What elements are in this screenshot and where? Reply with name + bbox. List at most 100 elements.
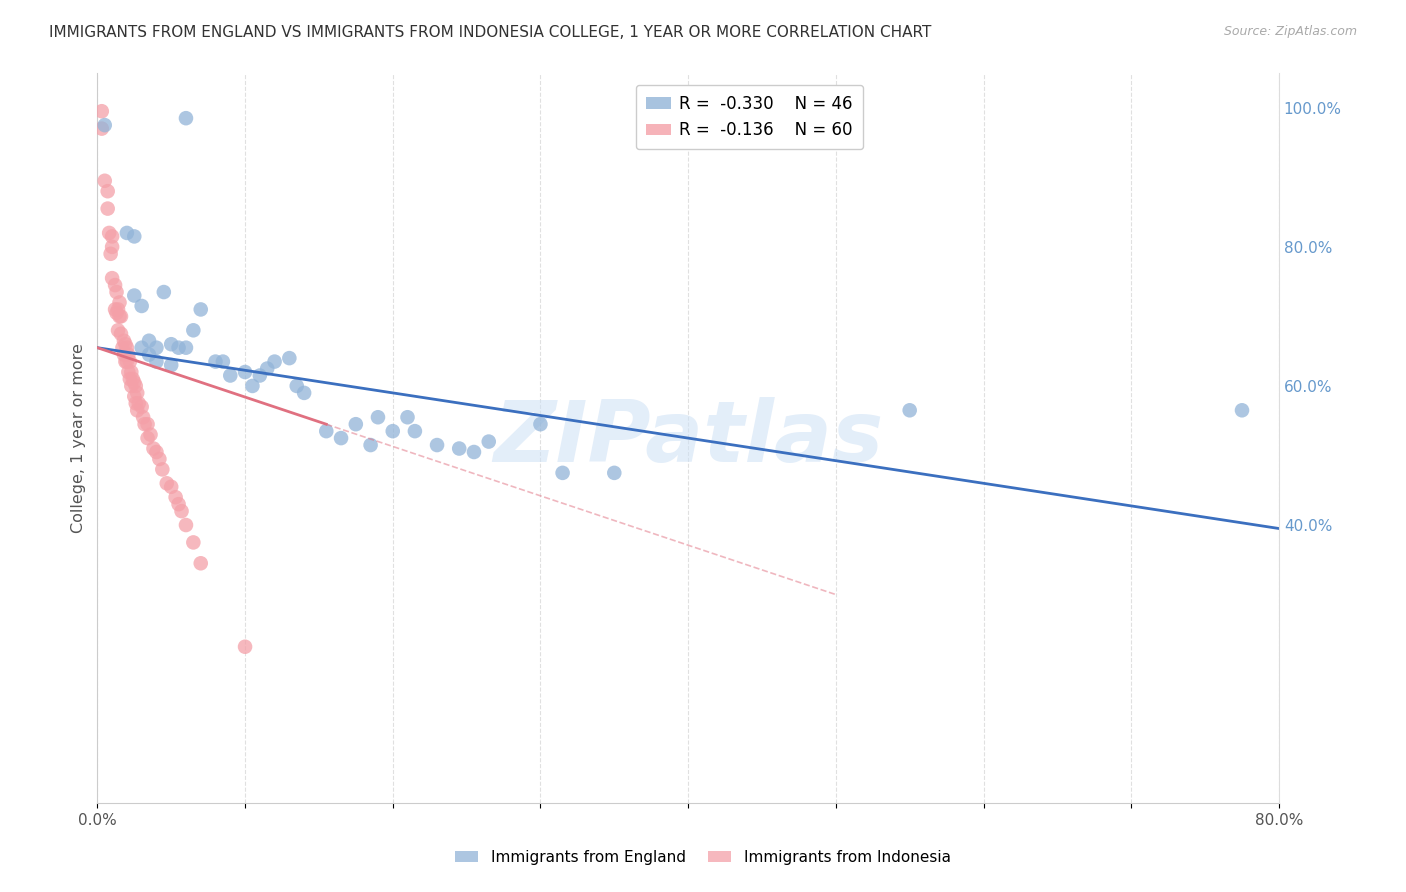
Point	[242, 379, 264, 393]
Point	[160, 358, 183, 372]
Point	[142, 442, 165, 456]
Point	[124, 389, 146, 403]
Point	[174, 518, 197, 533]
Text: Source: ZipAtlas.com: Source: ZipAtlas.com	[1223, 25, 1357, 38]
Point	[344, 417, 367, 432]
Point	[124, 376, 146, 390]
Point	[167, 497, 190, 511]
Point	[150, 462, 173, 476]
Point	[160, 480, 183, 494]
Point	[478, 434, 501, 449]
Point	[97, 184, 120, 198]
Point	[404, 424, 426, 438]
Point	[124, 229, 146, 244]
Point	[136, 431, 159, 445]
Point	[128, 396, 150, 410]
Point	[183, 535, 205, 549]
Point	[120, 365, 142, 379]
Point	[111, 341, 134, 355]
Point	[138, 334, 160, 348]
Point	[132, 410, 155, 425]
Text: ZIPatlas: ZIPatlas	[494, 397, 883, 480]
Point	[204, 354, 226, 368]
Point	[145, 341, 167, 355]
Point	[112, 348, 135, 362]
Point	[233, 365, 256, 379]
Point	[449, 442, 471, 456]
Point	[101, 271, 124, 285]
Point	[396, 410, 419, 425]
Point	[174, 341, 197, 355]
Point	[134, 417, 156, 432]
Point	[101, 229, 124, 244]
Point	[104, 302, 127, 317]
Point	[127, 403, 149, 417]
Point	[463, 445, 485, 459]
Point	[138, 348, 160, 362]
Point	[120, 379, 142, 393]
Point	[115, 226, 138, 240]
Point	[145, 445, 167, 459]
Point	[93, 174, 115, 188]
Point	[367, 410, 389, 425]
Point	[219, 368, 242, 383]
Point	[131, 299, 153, 313]
Point	[156, 476, 179, 491]
Point	[285, 379, 308, 393]
Point	[136, 417, 159, 432]
Point	[145, 354, 167, 368]
Point	[98, 226, 121, 240]
Point	[183, 323, 205, 337]
Point	[107, 323, 129, 337]
Point	[278, 351, 301, 365]
Point	[233, 640, 256, 654]
Point	[115, 341, 138, 355]
Point	[108, 310, 131, 324]
Point	[127, 385, 149, 400]
Point	[167, 341, 190, 355]
Y-axis label: College, 1 year or more: College, 1 year or more	[72, 343, 86, 533]
Point	[131, 341, 153, 355]
Point	[292, 385, 315, 400]
Point	[212, 354, 235, 368]
Point	[1230, 403, 1253, 417]
Point	[131, 400, 153, 414]
Point	[117, 348, 139, 362]
Point	[90, 121, 112, 136]
Point	[118, 372, 141, 386]
Point	[148, 452, 170, 467]
Point	[105, 306, 128, 320]
Text: IMMIGRANTS FROM ENGLAND VS IMMIGRANTS FROM INDONESIA COLLEGE, 1 YEAR OR MORE COR: IMMIGRANTS FROM ENGLAND VS IMMIGRANTS FR…	[49, 25, 932, 40]
Point	[97, 202, 120, 216]
Point	[121, 372, 143, 386]
Point	[101, 240, 124, 254]
Point	[125, 396, 148, 410]
Point	[125, 379, 148, 393]
Point	[330, 431, 353, 445]
Point	[174, 111, 197, 125]
Point	[110, 326, 132, 341]
Point	[110, 310, 132, 324]
Point	[190, 556, 212, 570]
Point	[190, 302, 212, 317]
Point	[100, 247, 122, 261]
Point	[160, 337, 183, 351]
Point	[603, 466, 626, 480]
Point	[529, 417, 551, 432]
Point	[90, 104, 112, 119]
Point	[426, 438, 449, 452]
Point	[93, 118, 115, 132]
Point	[170, 504, 193, 518]
Point	[112, 334, 135, 348]
Point	[898, 403, 921, 417]
Point	[114, 354, 136, 368]
Point	[249, 368, 271, 383]
Point	[105, 285, 128, 299]
Point	[263, 354, 285, 368]
Point	[124, 288, 146, 302]
Legend: Immigrants from England, Immigrants from Indonesia: Immigrants from England, Immigrants from…	[450, 844, 956, 871]
Point	[551, 466, 574, 480]
Point	[381, 424, 404, 438]
Point	[108, 295, 131, 310]
Point	[165, 490, 187, 504]
